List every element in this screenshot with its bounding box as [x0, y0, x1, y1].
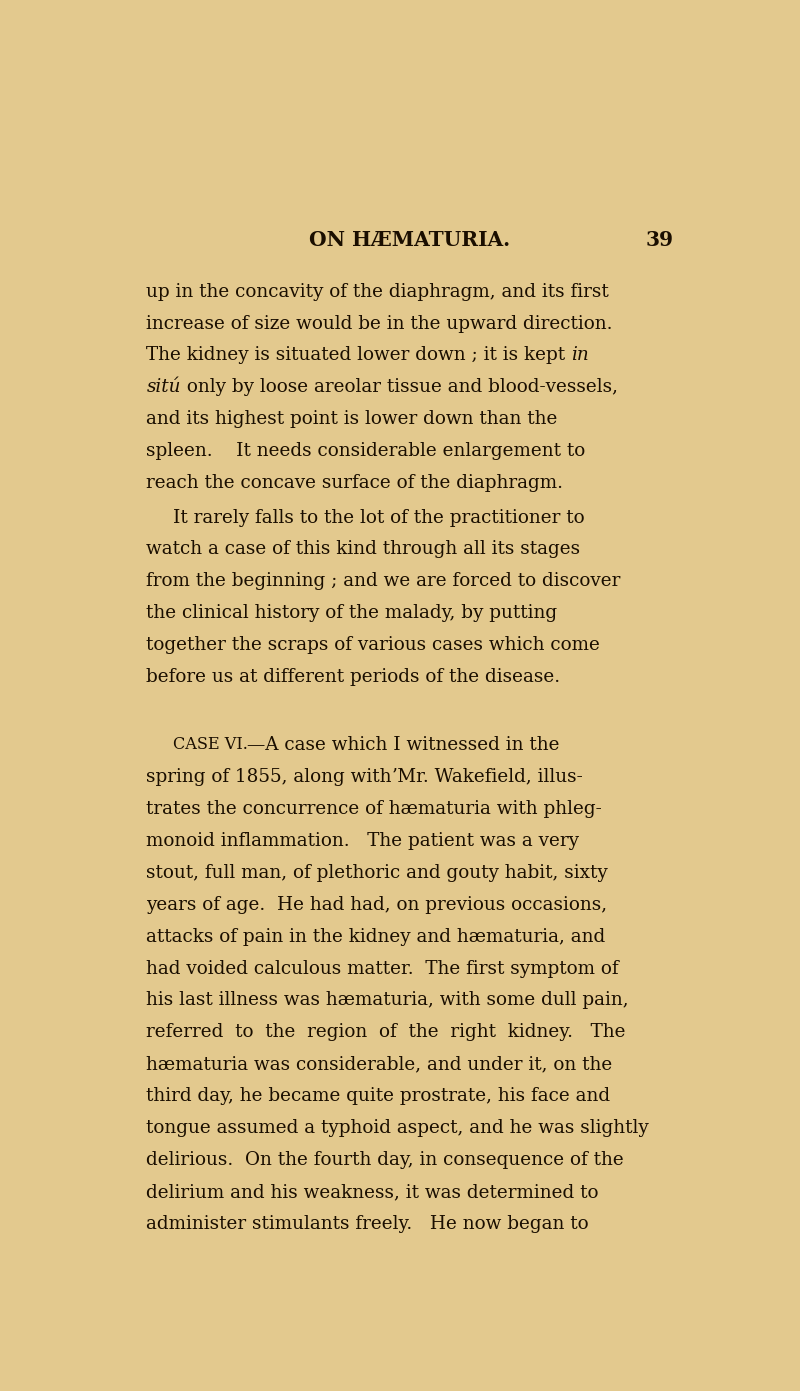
- Text: together the scraps of various cases which come: together the scraps of various cases whi…: [146, 636, 600, 654]
- Text: spleen.    It needs considerable enlargement to: spleen. It needs considerable enlargemen…: [146, 442, 586, 460]
- Text: 39: 39: [646, 230, 674, 249]
- Text: It rarely falls to the lot of the practitioner to: It rarely falls to the lot of the practi…: [173, 509, 584, 527]
- Text: his last illness was hæmaturia, with some dull pain,: his last illness was hæmaturia, with som…: [146, 992, 629, 1010]
- Text: tongue assumed a typhoid aspect, and he was slightly: tongue assumed a typhoid aspect, and he …: [146, 1120, 650, 1138]
- Text: up in the concavity of the diaphragm, and its first: up in the concavity of the diaphragm, an…: [146, 282, 610, 300]
- Text: before us at different periods of the disease.: before us at different periods of the di…: [146, 668, 561, 686]
- Text: The kidney is situated lower down ; it is kept: The kidney is situated lower down ; it i…: [146, 346, 571, 364]
- Text: reach the concave surface of the diaphragm.: reach the concave surface of the diaphra…: [146, 474, 563, 492]
- Text: had voided calculous matter.  The first symptom of: had voided calculous matter. The first s…: [146, 960, 619, 978]
- Text: increase of size would be in the upward direction.: increase of size would be in the upward …: [146, 314, 613, 332]
- Text: and its highest point is lower down than the: and its highest point is lower down than…: [146, 410, 558, 428]
- Text: —A case which I witnessed in the: —A case which I witnessed in the: [247, 736, 560, 754]
- Text: sitú: sitú: [146, 378, 181, 396]
- Text: delirium and his weakness, it was determined to: delirium and his weakness, it was determ…: [146, 1182, 599, 1200]
- Text: referred  to  the  region  of  the  right  kidney.   The: referred to the region of the right kidn…: [146, 1024, 626, 1042]
- Text: only by loose areolar tissue and blood-vessels,: only by loose areolar tissue and blood-v…: [181, 378, 618, 396]
- Text: spring of 1855, along withʼMr. Wakefield, illus-: spring of 1855, along withʼMr. Wakefield…: [146, 768, 583, 786]
- Text: administer stimulants freely.   He now began to: administer stimulants freely. He now beg…: [146, 1214, 589, 1232]
- Text: from the beginning ; and we are forced to discover: from the beginning ; and we are forced t…: [146, 573, 621, 590]
- Text: years of age.  He had had, on previous occasions,: years of age. He had had, on previous oc…: [146, 896, 608, 914]
- Text: in: in: [571, 346, 590, 364]
- Text: stout, full man, of plethoric and gouty habit, sixty: stout, full man, of plethoric and gouty …: [146, 864, 608, 882]
- Text: trates the concurrence of hæmaturia with phleg-: trates the concurrence of hæmaturia with…: [146, 800, 602, 818]
- Text: CASE VI.: CASE VI.: [173, 736, 247, 753]
- Text: hæmaturia was considerable, and under it, on the: hæmaturia was considerable, and under it…: [146, 1056, 613, 1074]
- Text: the clinical history of the malady, by putting: the clinical history of the malady, by p…: [146, 604, 558, 622]
- Text: watch a case of this kind through all its stages: watch a case of this kind through all it…: [146, 541, 581, 559]
- Text: attacks of pain in the kidney and hæmaturia, and: attacks of pain in the kidney and hæmatu…: [146, 928, 606, 946]
- Text: monoid inflammation.   The patient was a very: monoid inflammation. The patient was a v…: [146, 832, 579, 850]
- Text: ON HÆMATURIA.: ON HÆMATURIA.: [310, 230, 510, 249]
- Text: delirious.  On the fourth day, in consequence of the: delirious. On the fourth day, in consequ…: [146, 1152, 624, 1168]
- Text: third day, he became quite prostrate, his face and: third day, he became quite prostrate, hi…: [146, 1088, 610, 1106]
